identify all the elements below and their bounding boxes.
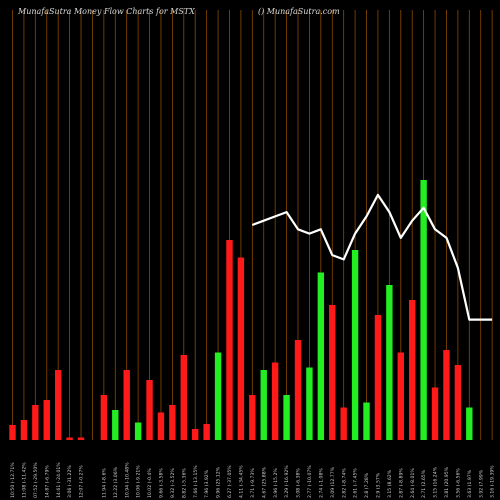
x-tick-label: 3.15 (8.62% [387,469,393,498]
money-flow-bar [443,350,450,440]
x-tick-label: 11.94 (-8.6% [101,468,107,498]
x-tick-label: 10:50 (-12.71% [10,462,16,498]
x-tick-label: 3.71 (-9.73% [250,468,256,498]
money-flow-bar [386,285,393,440]
money-flow-bar [397,352,404,440]
money-flow-bar [134,422,142,440]
x-tick-label: 6.27 (-37.05% [227,465,233,498]
x-tick-label: 3.63 (1.97% [467,469,473,498]
x-tick-label: 2.61 (-7.45% [353,468,359,498]
x-tick-label: 2.74 (-1.08% [318,468,324,498]
money-flow-bar [306,367,313,440]
x-tick-label: 9.66 (-3.58% [159,468,165,498]
money-flow-bar [351,250,359,440]
x-tick-label: 2.8 (7.28% [364,472,370,498]
money-flow-bar [226,240,233,440]
x-tick-label: 2.87 (-8.89% [398,468,404,498]
money-flow-bar [32,405,39,440]
watermark: () MunafaSutra.com [258,7,340,16]
money-flow-bar [260,370,267,440]
money-flow-bar [340,407,347,440]
money-flow-bar [146,380,153,440]
money-flow-bar [363,402,370,440]
money-flow-bar [192,429,199,440]
money-flow-bar [317,272,325,440]
money-flow-bar [169,405,176,440]
x-tick-label: 3.08 (-6.38% [296,468,302,498]
x-tick-label: 2.9 (3.57% [376,472,382,498]
x-axis-tick-labels: 10:50 (-12.71% 11:08 (-11.42% 07:52 (-29.5… [10,462,496,498]
x-tick-label: 2.82 (-8.74% [341,468,347,498]
x-tick-label: 07:52 (-29.50% [33,462,39,498]
money-flow-bar [374,315,382,440]
money-flow-bar [77,437,85,440]
x-tick-label: 12.22 (3.06% [113,466,119,498]
x-tick-label: 14:87 (-6.79% [44,465,50,498]
money-flow-bar [203,424,210,440]
money-flow-bar [180,355,187,440]
money-flow-bar [454,365,462,440]
x-tick-label: 9.32 (-3.52% [170,468,176,498]
x-tick-label: 8.82 (-5.36% [181,468,187,498]
x-tick-label: 12:07 (-0.27% [79,465,85,498]
x-tick-label: 3.29 (-16.92% [284,465,290,498]
x-tick-label: 7.96 (3.92% [204,469,210,498]
x-tick-label: 9.96 (25.12% [216,466,222,498]
money-flow-bar [123,370,130,440]
money-flow-bar [271,362,279,440]
x-tick-label: 4.11 (-34.45% [239,465,245,498]
money-flow-bar [43,400,50,440]
x-tick-label: 2.77 (-10.07% [307,465,313,498]
money-flow-bar [409,300,416,440]
money-flow-bar [100,395,108,440]
x-tick-label: 3.81 (20.95% [444,466,450,498]
money-flow-bar [66,437,73,440]
x-tick-label: 3.16 (-19.39% [490,465,496,498]
x-tick-label: 10.06 (-9.21% [136,465,142,498]
money-flow-bar [249,395,256,440]
money-flow-bar [431,387,439,440]
money-flow-bar [237,257,245,440]
money-flow-bars [9,180,473,440]
money-flow-bar [9,425,16,440]
money-flow-bar [466,407,473,440]
x-tick-label: 3.56 (-6.56% [455,468,461,498]
money-flow-bar [112,410,119,440]
x-tick-label: 3.96 (-15.2% [273,468,279,498]
x-tick-label: 4.67 (25.88% [261,466,267,498]
x-tick-label: 3.15 (16.24% [433,466,439,498]
money-flow-bar [214,352,222,440]
x-tick-label: 2.64 (-8.01% [410,468,416,498]
price-line [251,193,493,321]
x-tick-label: 3:06 (-31.22% [67,465,73,498]
x-tick-label: 10.02 (-0.4% [147,468,153,498]
money-flow-bar [420,180,427,440]
money-flow-bar [20,420,28,440]
x-tick-label: 10.94 (-10.48% [124,462,130,498]
x-tick-label: 14:61 (-24.01% [56,462,62,498]
x-tick-label: 11:08 (-11.42% [22,462,28,498]
money-flow-bar [157,412,165,440]
x-tick-label: 2.71 (2.65% [421,469,427,498]
money-flow-bar [54,370,62,440]
x-tick-label: 3.09 (12.77% [330,466,336,498]
money-flow-bar [329,305,336,440]
money-flow-bar [283,395,290,440]
x-tick-label: 3.92 (7.99% [478,469,484,498]
chart-title: MunafaSutra Money Flow Charts for MSTX [17,7,195,16]
money-flow-bar [294,340,302,440]
x-tick-label: 7.66 (-13.15% [193,465,199,498]
